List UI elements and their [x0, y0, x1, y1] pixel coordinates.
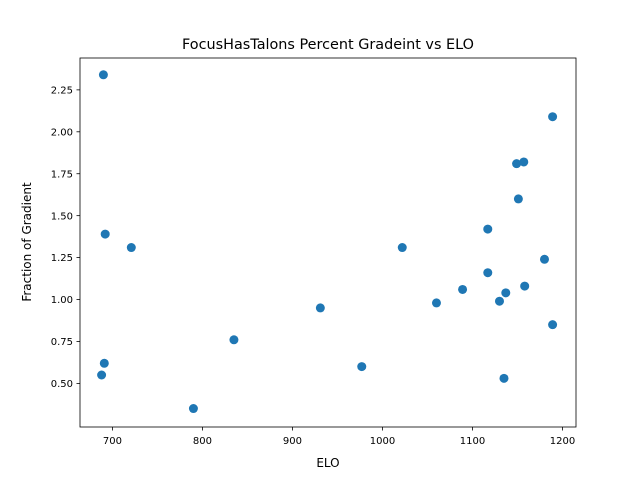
data-point: [397, 243, 407, 253]
data-point: [97, 370, 107, 380]
data-points: [97, 70, 558, 414]
data-point: [99, 358, 109, 368]
data-point: [548, 320, 558, 330]
data-point: [512, 159, 522, 169]
data-point: [483, 224, 493, 234]
data-point: [315, 303, 325, 313]
y-tick-label: 2.25: [51, 85, 73, 96]
data-point: [100, 229, 110, 239]
x-tick-label: 1200: [550, 436, 575, 447]
y-tick-label: 1.00: [51, 295, 73, 306]
data-point: [499, 373, 509, 383]
x-tick-label: 900: [283, 436, 302, 447]
y-tick-label: 1.25: [51, 253, 73, 264]
data-point: [539, 254, 549, 264]
y-tick-label: 1.75: [51, 169, 73, 180]
data-point: [513, 194, 523, 204]
data-point: [494, 296, 504, 306]
data-point: [229, 335, 239, 345]
x-tick-label: 1100: [460, 436, 485, 447]
data-point: [357, 362, 367, 372]
data-point: [548, 112, 558, 122]
data-point: [188, 404, 198, 414]
axis-ticks: 700 800 900 1000 1100 1200 0.50 0.75 1.00 1.25 1.5…: [51, 85, 575, 447]
y-tick-label: 0.75: [51, 337, 73, 348]
y-tick-label: 2.00: [51, 127, 73, 138]
y-tick-label: 1.50: [51, 211, 73, 222]
data-point: [501, 288, 511, 298]
data-point: [126, 243, 136, 253]
x-tick-label: 800: [193, 436, 212, 447]
data-point: [483, 268, 493, 278]
x-tick-label: 1000: [370, 436, 395, 447]
data-point: [98, 70, 108, 80]
data-point: [431, 298, 441, 308]
x-tick-label: 700: [103, 436, 122, 447]
y-axis-label: Fraction of Gradient: [20, 182, 34, 302]
data-point: [520, 281, 530, 291]
data-point: [519, 157, 529, 167]
plot-area-frame: [79, 57, 577, 428]
chart-title: FocusHasTalons Percent Gradeint vs ELO: [182, 37, 474, 53]
y-tick-label: 0.50: [51, 379, 73, 390]
data-point: [458, 284, 468, 294]
x-axis-label: ELO: [316, 456, 339, 470]
